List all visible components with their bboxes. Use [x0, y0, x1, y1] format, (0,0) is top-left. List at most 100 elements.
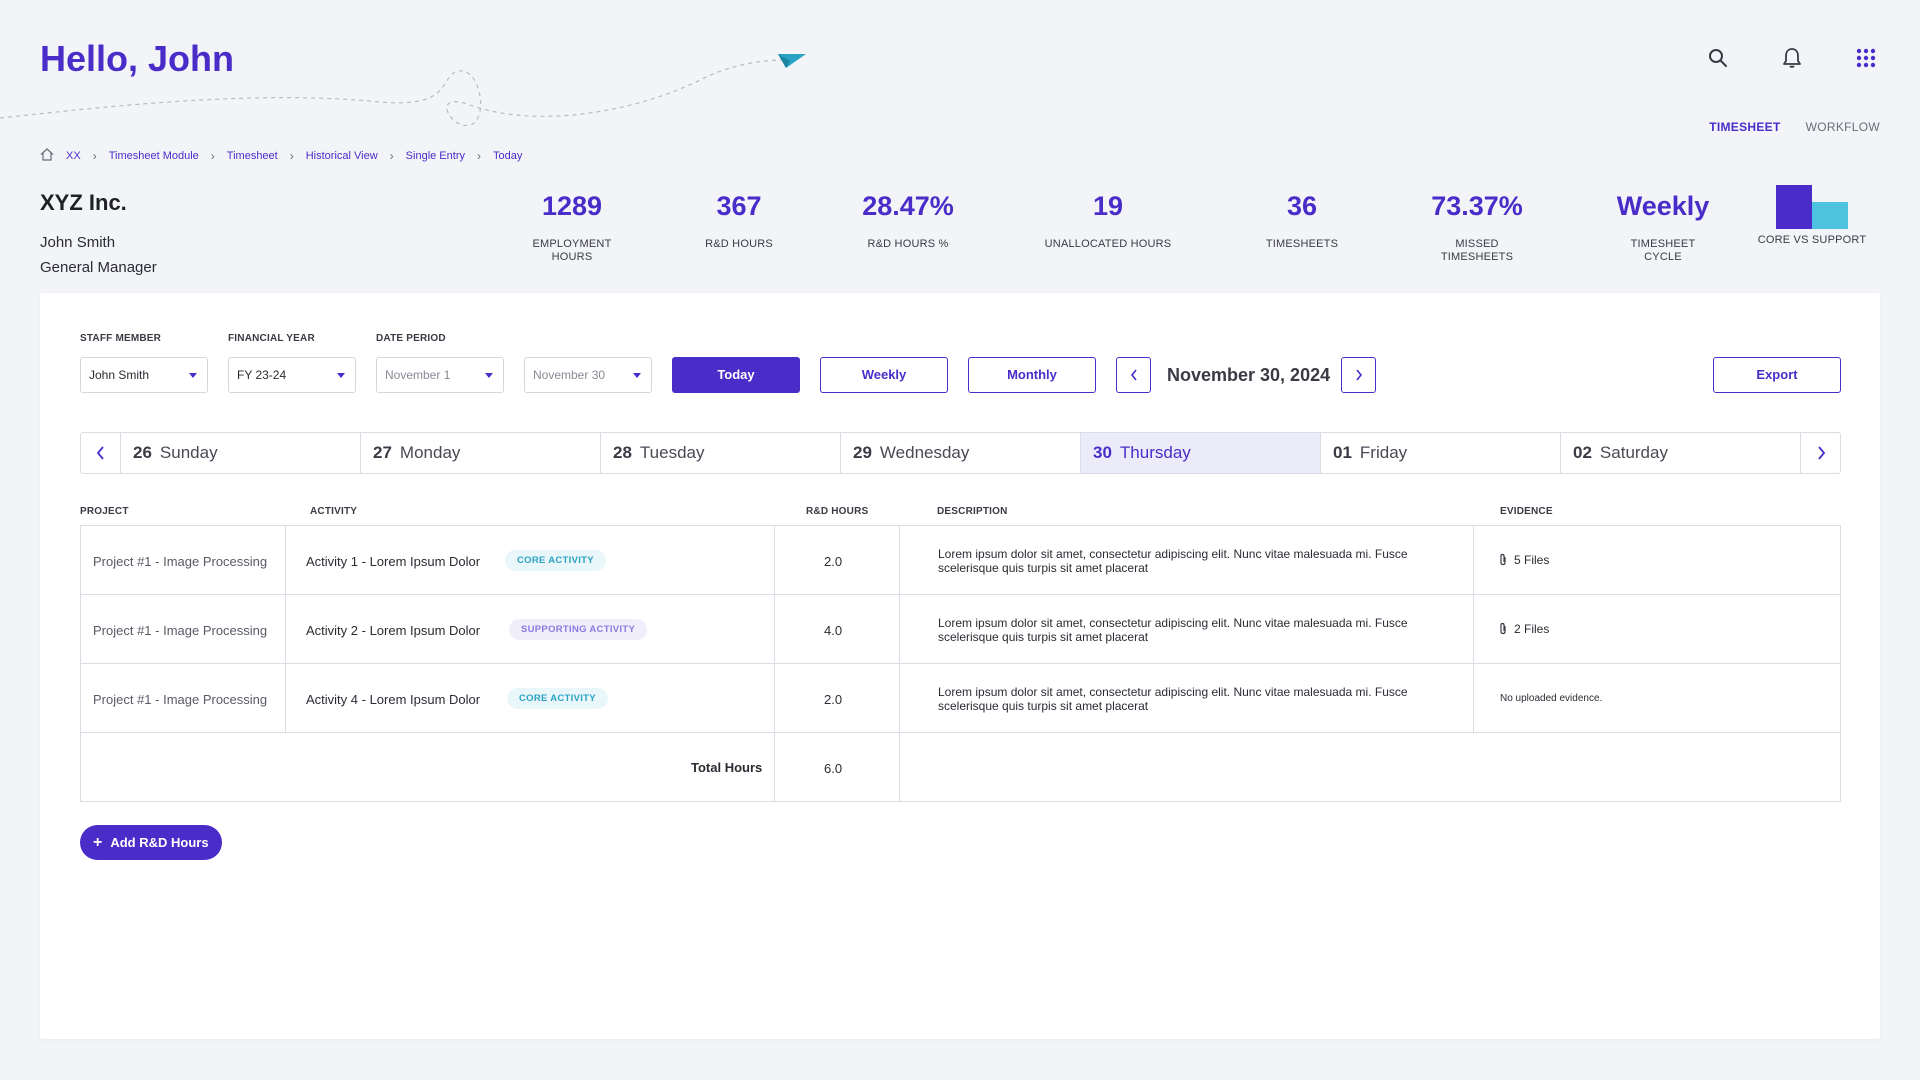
stat-label: MISSED TIMESHEETS	[1440, 238, 1514, 263]
stat-label: EMPLOYMENT HOURS	[532, 238, 612, 263]
stat-rd-hours-percent: 28.47% R&D HOURS %	[828, 188, 988, 251]
export-button[interactable]: Export	[1713, 357, 1841, 393]
stat-label: TIMESHEET CYCLE	[1630, 238, 1696, 263]
table-row[interactable]: Project #1 - Image Processing Activity 1…	[81, 526, 1840, 595]
day-number: 02	[1573, 443, 1592, 462]
activity-cell: Activity 2 - Lorem Ipsum Dolor	[306, 623, 481, 638]
stat-core-vs-support: CORE VS SUPPORT	[1732, 185, 1892, 247]
table-row[interactable]: Project #1 - Image Processing Activity 2…	[81, 595, 1840, 664]
chevron-left-icon	[96, 446, 104, 460]
stat-label: UNALLOCATED HOURS	[1044, 238, 1172, 250]
company-info: XYZ Inc. John Smith General Manager	[40, 190, 157, 276]
day-number: 01	[1333, 443, 1352, 462]
breadcrumb-item-today[interactable]: Today	[492, 150, 523, 162]
user-role: General Manager	[40, 259, 157, 276]
breadcrumb-item-timesheet[interactable]: Timesheet	[226, 150, 278, 162]
bell-icon[interactable]	[1778, 44, 1806, 72]
stat-label: R&D HOURS %	[867, 238, 949, 250]
day-number: 30	[1093, 443, 1112, 462]
total-row: Total Hours 6.0	[81, 733, 1840, 802]
stat-label: R&D HOURS	[705, 238, 773, 250]
project-cell: Project #1 - Image Processing	[93, 623, 268, 638]
table-row[interactable]: Project #1 - Image Processing Activity 4…	[81, 664, 1840, 733]
description-cell: Lorem ipsum dolor sit amet, consectetur …	[938, 547, 1408, 575]
weekly-button[interactable]: Weekly	[820, 357, 948, 393]
financial-year-select[interactable]: FY 23-24	[228, 357, 356, 393]
activity-cell: Activity 4 - Lorem Ipsum Dolor	[306, 692, 481, 707]
plus-icon: +	[93, 833, 103, 851]
chevron-right-icon: ›	[389, 149, 394, 163]
paper-plane-icon	[778, 54, 806, 68]
evidence-link[interactable]: 2 Files	[1498, 622, 1549, 636]
day-tuesday[interactable]: 28 Tuesday	[601, 433, 841, 473]
staff-member-select[interactable]: John Smith	[80, 357, 208, 393]
company-name: XYZ Inc.	[40, 190, 127, 215]
day-wednesday[interactable]: 29 Wednesday	[841, 433, 1081, 473]
stat-label: CORE VS SUPPORT	[1757, 234, 1867, 246]
evidence-count: 2 Files	[1514, 622, 1550, 636]
date-period-label: DATE PERIOD	[376, 333, 446, 344]
date-from-value: November 1	[385, 368, 451, 382]
stat-value: 19	[1092, 191, 1124, 221]
home-icon[interactable]	[40, 148, 54, 164]
breadcrumb-item-single-entry[interactable]: Single Entry	[405, 150, 465, 162]
add-rd-hours-button[interactable]: + Add R&D Hours	[80, 825, 222, 860]
core-activity-badge: CORE ACTIVITY	[505, 550, 606, 571]
hours-cell: 4.0	[824, 623, 843, 638]
column-header-evidence: EVIDENCE	[1500, 506, 1553, 517]
day-saturday[interactable]: 02 Saturday	[1561, 433, 1800, 473]
next-date-button[interactable]	[1341, 357, 1376, 393]
breadcrumb-item-xx[interactable]: XX	[66, 150, 81, 162]
day-name: Monday	[399, 443, 461, 462]
day-number: 26	[133, 443, 152, 462]
day-name: Saturday	[1599, 443, 1668, 462]
timesheet-table: Project #1 - Image Processing Activity 1…	[80, 525, 1841, 802]
next-week-button[interactable]	[1800, 433, 1840, 473]
stat-value: Weekly	[1616, 191, 1710, 221]
date-to-select[interactable]: November 30	[524, 357, 652, 393]
timesheet-card: STAFF MEMBER FINANCIAL YEAR DATE PERIOD …	[40, 293, 1880, 1039]
column-header-activity: ACTIVITY	[310, 506, 358, 517]
financial-year-label: FINANCIAL YEAR	[228, 333, 315, 344]
tab-timesheet[interactable]: TIMESHEET	[1709, 120, 1781, 134]
tab-workflow[interactable]: WORKFLOW	[1805, 120, 1880, 134]
monthly-button[interactable]: Monthly	[968, 357, 1096, 393]
breadcrumb-item-timesheet-module[interactable]: Timesheet Module	[108, 150, 199, 162]
add-button-label: Add R&D Hours	[110, 835, 209, 850]
prev-date-button[interactable]	[1116, 357, 1151, 393]
project-cell: Project #1 - Image Processing	[93, 554, 268, 569]
current-date: November 30, 2024	[1167, 365, 1331, 385]
column-header-description: DESCRIPTION	[937, 506, 1008, 517]
stat-value: 367	[716, 191, 762, 221]
day-sunday[interactable]: 26 Sunday	[121, 433, 361, 473]
stat-unallocated-hours: 19 UNALLOCATED HOURS	[1028, 188, 1188, 251]
day-name: Friday	[1359, 443, 1408, 462]
day-name: Thursday	[1119, 443, 1191, 462]
activity-cell: Activity 1 - Lorem Ipsum Dolor	[306, 554, 481, 569]
greeting-title: Hello, John	[40, 38, 235, 79]
staff-member-value: John Smith	[89, 368, 150, 382]
staff-member-label: STAFF MEMBER	[80, 333, 162, 344]
breadcrumb-item-historical-view[interactable]: Historical View	[305, 150, 378, 162]
stat-timesheet-cycle: Weekly TIMESHEET CYCLE	[1583, 188, 1743, 264]
date-from-select[interactable]: November 1	[376, 357, 504, 393]
financial-year-value: FY 23-24	[237, 368, 287, 382]
breadcrumb: XX › Timesheet Module › Timesheet › Hist…	[40, 148, 522, 164]
search-icon[interactable]	[1704, 44, 1732, 72]
hours-cell: 2.0	[824, 554, 843, 569]
evidence-count: 5 Files	[1514, 553, 1550, 567]
day-monday[interactable]: 27 Monday	[361, 433, 601, 473]
evidence-link[interactable]: 5 Files	[1498, 553, 1549, 567]
day-friday[interactable]: 01 Friday	[1321, 433, 1561, 473]
paper-plane-decoration	[0, 54, 806, 126]
stat-value: 28.47%	[862, 191, 954, 221]
today-button[interactable]: Today	[672, 357, 800, 393]
chevron-right-icon: ›	[92, 149, 97, 163]
prev-week-button[interactable]	[81, 433, 121, 473]
caret-down-icon	[337, 373, 345, 378]
day-thursday[interactable]: 30 Thursday	[1081, 433, 1321, 473]
core-vs-support-chart	[1776, 185, 1848, 229]
apps-grid-icon[interactable]	[1852, 44, 1880, 72]
stat-value: 1289	[541, 191, 603, 221]
description-cell: Lorem ipsum dolor sit amet, consectetur …	[938, 685, 1408, 713]
